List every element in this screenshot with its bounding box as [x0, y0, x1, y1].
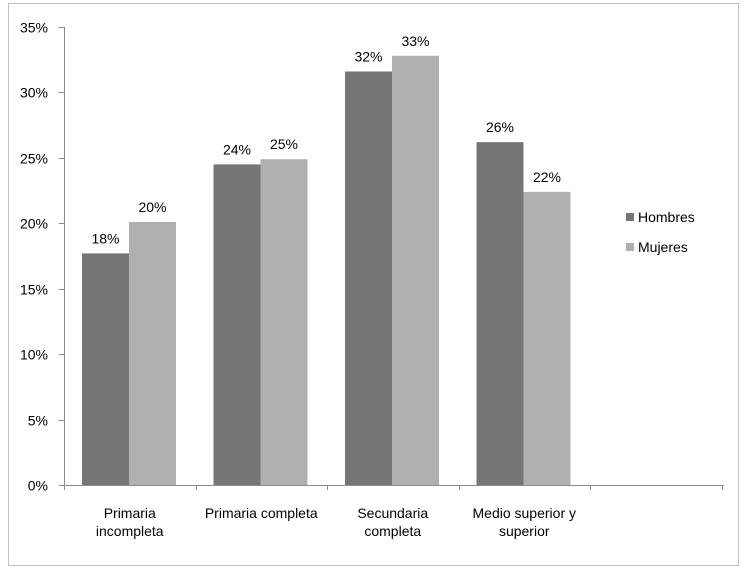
bar-mujeres — [392, 55, 439, 485]
y-tick-label: 35% — [20, 20, 48, 36]
bar-mujeres — [260, 159, 308, 485]
data-label: 22% — [533, 169, 561, 185]
bar-hombres — [476, 142, 524, 485]
y-axis: 0% 5% 10% 15% 20% 25% 30% 35% — [20, 20, 65, 494]
bar-hombres — [213, 164, 261, 485]
bar-hombres — [345, 71, 392, 486]
x-tick-label-line: Primaria — [104, 505, 156, 521]
y-tick-label: 15% — [20, 282, 48, 298]
x-tick-label: Medio superior y superior — [473, 505, 577, 539]
legend-label: Hombres — [638, 209, 695, 225]
data-label: 18% — [91, 230, 119, 246]
bar-mujeres — [523, 191, 571, 485]
legend: Hombres Mujeres — [626, 209, 695, 255]
x-tick-label-line: completa — [364, 523, 421, 539]
x-tick-label-line: superior — [499, 523, 550, 539]
x-tick-label-line: Secundaria — [357, 505, 428, 521]
x-tick-label-line: Medio superior y — [473, 505, 577, 521]
y-tick-label: 20% — [20, 216, 48, 232]
data-label: 25% — [270, 136, 298, 152]
y-tick-label: 10% — [20, 347, 48, 363]
x-tick-label: Secundaria completa — [357, 505, 428, 539]
chart-border — [8, 3, 739, 566]
y-tick-label: 25% — [20, 151, 48, 167]
legend-label: Mujeres — [638, 239, 688, 255]
bar-mujeres — [129, 221, 176, 485]
data-label: 26% — [486, 119, 514, 135]
data-label: 32% — [354, 48, 382, 64]
bars — [82, 55, 571, 486]
data-label: 24% — [223, 141, 251, 157]
data-label: 33% — [401, 33, 429, 49]
legend-swatch — [626, 213, 634, 221]
data-labels: 18% 24% 32% 26% 20% 25% 33% 22% — [91, 33, 561, 247]
x-tick-label: Primaria incompleta — [96, 505, 164, 539]
y-tick-label: 0% — [28, 478, 48, 494]
x-axis: Primaria incompleta Primaria completa Secun… — [64, 485, 724, 539]
y-tick-label: 5% — [28, 413, 48, 429]
x-tick-label: Primaria completa — [205, 505, 318, 521]
x-tick-label-line: incompleta — [96, 523, 164, 539]
x-tick-label-line: Primaria completa — [205, 505, 318, 521]
y-tick-label: 30% — [20, 85, 48, 101]
data-label: 20% — [138, 199, 166, 215]
bar-hombres — [82, 253, 129, 485]
legend-swatch — [626, 243, 634, 251]
